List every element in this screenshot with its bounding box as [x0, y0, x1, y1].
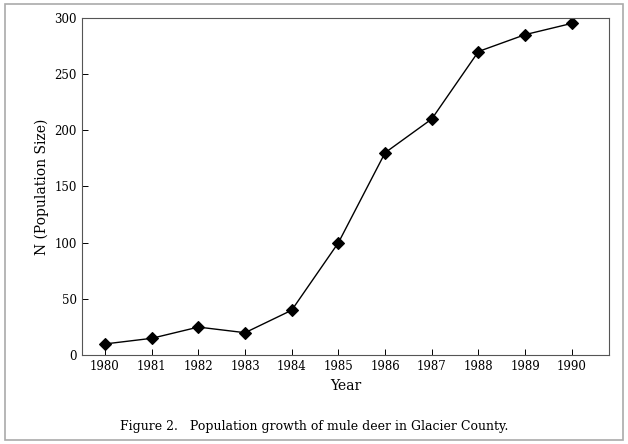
Text: Figure 2.   Population growth of mule deer in Glacier County.: Figure 2. Population growth of mule deer… — [120, 420, 508, 433]
Y-axis label: N (Population Size): N (Population Size) — [35, 118, 49, 255]
X-axis label: Year: Year — [330, 379, 361, 392]
